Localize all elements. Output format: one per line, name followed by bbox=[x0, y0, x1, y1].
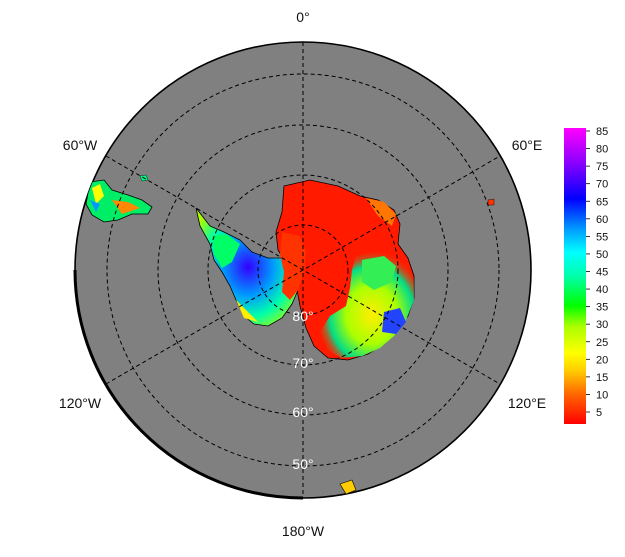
colorbar-gradient bbox=[564, 128, 586, 424]
colorbar-tick-label: 85 bbox=[596, 126, 608, 138]
west-antarctic-ice-sheet bbox=[280, 232, 306, 300]
colorbar: 85 80 75 70 65 60 55 50 45 40 35 30 25 20 15 10 5 bbox=[564, 126, 608, 424]
colorbar-tick-label: 65 bbox=[596, 196, 608, 208]
meridian-label-60e: 60°E bbox=[512, 137, 543, 153]
latitude-label-70: 70° bbox=[292, 355, 313, 371]
colorbar-tick-label: 55 bbox=[596, 231, 608, 243]
subantarctic-island bbox=[339, 479, 357, 495]
colorbar-tick-label: 25 bbox=[596, 337, 608, 349]
colorbar-tick-label: 15 bbox=[596, 372, 608, 384]
colorbar-tick-label: 30 bbox=[596, 319, 608, 331]
colorbar-ticks: 85 80 75 70 65 60 55 50 45 40 35 30 25 20 15 10 5 bbox=[586, 126, 608, 419]
east-antarctica-coast-orange bbox=[366, 198, 396, 226]
colorbar-tick-label: 40 bbox=[596, 284, 608, 296]
colorbar-tick-label: 60 bbox=[596, 214, 608, 226]
south-america-detail-3 bbox=[90, 200, 100, 212]
latitude-label-60: 60° bbox=[292, 404, 313, 420]
meridian-label-0: 0° bbox=[296, 9, 309, 25]
colorbar-tick-label: 10 bbox=[596, 389, 608, 401]
colorbar-tick-label: 5 bbox=[596, 407, 602, 419]
east-antarctica-blue-patch bbox=[382, 308, 406, 334]
meridian-label-120e: 120°E bbox=[508, 395, 546, 411]
meridian-label-60w: 60°W bbox=[63, 137, 98, 153]
latitude-label-50: 50° bbox=[292, 456, 313, 472]
east-antarctica-green-patch bbox=[362, 256, 396, 290]
colorbar-tick-label: 20 bbox=[596, 354, 608, 366]
colorbar-tick-label: 70 bbox=[596, 179, 608, 191]
colorbar-tick-label: 80 bbox=[596, 144, 608, 156]
map-disk-shadow-rim bbox=[73, 269, 304, 500]
latitude-label-80: 80° bbox=[292, 308, 313, 324]
peninsula-green bbox=[212, 234, 240, 268]
small-island-1 bbox=[487, 198, 495, 206]
south-america-detail bbox=[92, 184, 104, 204]
colorbar-tick-label: 50 bbox=[596, 249, 608, 261]
meridian-label-120w: 120°W bbox=[59, 395, 102, 411]
south-america-detail-2 bbox=[112, 200, 140, 214]
colorbar-tick-label: 45 bbox=[596, 267, 608, 279]
colorbar-tick-label: 75 bbox=[596, 161, 608, 173]
colorbar-tick-label: 35 bbox=[596, 302, 608, 314]
meridian-label-180w: 180°W bbox=[282, 523, 325, 539]
meridian-lines bbox=[105, 42, 501, 498]
